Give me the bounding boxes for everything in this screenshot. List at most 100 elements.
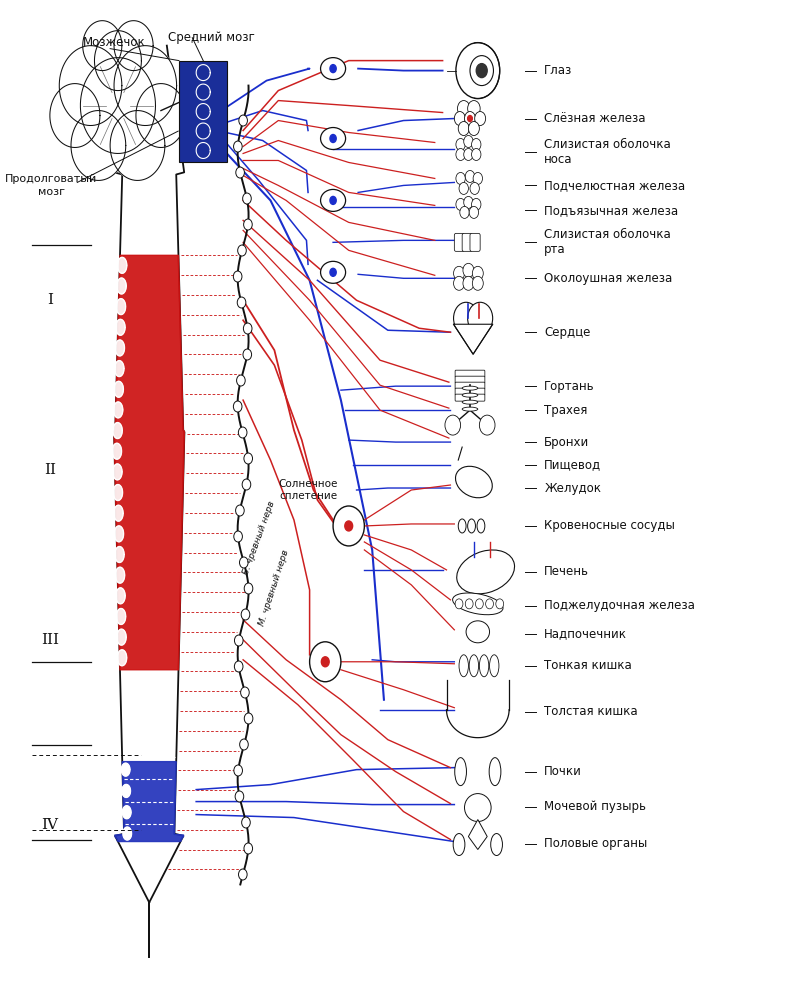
Ellipse shape	[459, 655, 469, 677]
Circle shape	[330, 135, 337, 142]
Circle shape	[234, 531, 242, 542]
Circle shape	[242, 479, 251, 490]
Circle shape	[468, 116, 472, 122]
Polygon shape	[117, 278, 127, 294]
Circle shape	[463, 276, 474, 290]
Polygon shape	[114, 46, 184, 902]
Circle shape	[496, 599, 504, 609]
Text: Мозжечок: Мозжечок	[83, 36, 145, 49]
Circle shape	[474, 112, 486, 126]
Polygon shape	[113, 423, 122, 439]
Circle shape	[471, 148, 481, 160]
Polygon shape	[50, 84, 100, 147]
Circle shape	[475, 599, 483, 609]
Ellipse shape	[462, 400, 478, 404]
Text: Глаз: Глаз	[544, 64, 573, 77]
Text: Слизистая оболочка
носа: Слизистая оболочка носа	[544, 138, 671, 166]
Circle shape	[470, 182, 479, 194]
Circle shape	[234, 635, 243, 646]
Polygon shape	[112, 443, 122, 459]
Circle shape	[469, 122, 479, 136]
Polygon shape	[114, 255, 184, 670]
Circle shape	[468, 101, 480, 117]
Circle shape	[479, 415, 495, 435]
Text: Мочевой пузырь: Мочевой пузырь	[544, 800, 646, 813]
Circle shape	[476, 64, 487, 78]
Polygon shape	[122, 763, 130, 776]
Text: Почки: Почки	[544, 765, 582, 778]
Circle shape	[470, 206, 478, 218]
Polygon shape	[114, 402, 122, 418]
Circle shape	[470, 56, 493, 86]
Text: Половые органы: Половые органы	[544, 837, 647, 850]
Polygon shape	[123, 827, 131, 840]
Circle shape	[456, 139, 466, 150]
Ellipse shape	[453, 834, 465, 856]
Text: Бронхи: Бронхи	[544, 436, 590, 449]
Circle shape	[330, 65, 337, 73]
Text: Слёзная железа: Слёзная железа	[544, 112, 646, 125]
Polygon shape	[115, 547, 124, 562]
Ellipse shape	[320, 58, 345, 80]
Polygon shape	[71, 111, 126, 180]
Text: Продолговатый
мозг: Продолговатый мозг	[6, 174, 97, 197]
Circle shape	[457, 101, 470, 117]
Circle shape	[456, 198, 466, 210]
Polygon shape	[118, 257, 127, 273]
Circle shape	[238, 869, 247, 880]
Circle shape	[453, 266, 465, 280]
Circle shape	[460, 206, 470, 218]
Ellipse shape	[468, 519, 475, 533]
Polygon shape	[116, 608, 126, 624]
Polygon shape	[115, 567, 125, 583]
Text: М. чревный нерв: М. чревный нерв	[258, 549, 291, 627]
Polygon shape	[110, 111, 165, 180]
Text: III: III	[41, 633, 59, 647]
Polygon shape	[136, 84, 186, 147]
Circle shape	[456, 43, 500, 99]
Text: Тонкая кишка: Тонкая кишка	[544, 659, 632, 672]
Polygon shape	[114, 361, 124, 377]
Circle shape	[459, 182, 469, 194]
Text: Солнечное
сплетение: Солнечное сплетение	[278, 479, 337, 501]
Circle shape	[236, 505, 244, 516]
Circle shape	[473, 172, 483, 184]
FancyBboxPatch shape	[455, 388, 485, 395]
Circle shape	[234, 401, 242, 412]
Text: IV: IV	[41, 818, 58, 832]
Polygon shape	[453, 324, 492, 354]
Text: Средний мозг: Средний мозг	[169, 31, 255, 44]
Polygon shape	[116, 299, 126, 315]
Ellipse shape	[466, 621, 490, 643]
Ellipse shape	[320, 189, 345, 211]
Circle shape	[472, 276, 483, 290]
Polygon shape	[116, 588, 125, 604]
Ellipse shape	[456, 466, 492, 498]
Circle shape	[465, 112, 475, 126]
Circle shape	[454, 112, 466, 126]
Ellipse shape	[458, 519, 466, 533]
Ellipse shape	[462, 386, 478, 390]
Circle shape	[445, 415, 461, 435]
Circle shape	[471, 198, 481, 210]
Circle shape	[234, 765, 242, 776]
Circle shape	[455, 599, 463, 609]
Text: Надпочечник: Надпочечник	[544, 627, 628, 640]
Circle shape	[453, 276, 465, 290]
Ellipse shape	[479, 655, 489, 677]
Ellipse shape	[465, 794, 491, 822]
Circle shape	[244, 713, 253, 724]
FancyBboxPatch shape	[454, 233, 465, 251]
Circle shape	[234, 661, 243, 672]
Text: II: II	[44, 463, 56, 477]
Polygon shape	[114, 485, 122, 501]
Circle shape	[456, 172, 466, 184]
Ellipse shape	[490, 655, 499, 677]
Polygon shape	[114, 381, 123, 397]
Polygon shape	[122, 784, 131, 797]
Circle shape	[463, 263, 474, 277]
Text: Гортань: Гортань	[544, 380, 595, 393]
Circle shape	[234, 271, 242, 282]
Ellipse shape	[489, 758, 501, 786]
Circle shape	[464, 148, 473, 160]
